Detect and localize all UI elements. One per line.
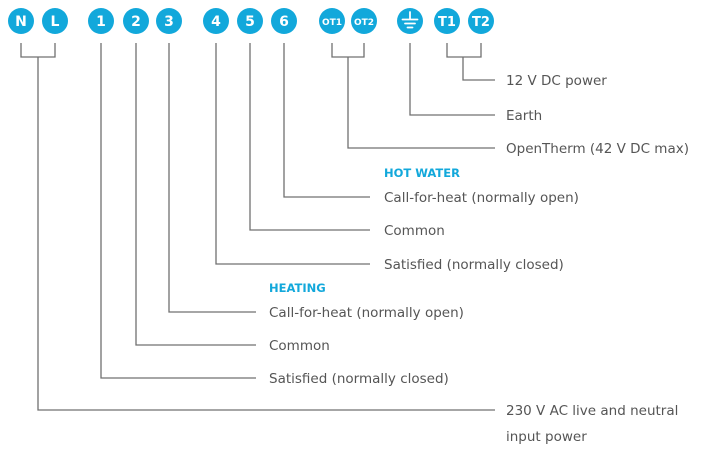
connector-hotwater-satisfied bbox=[215, 43, 370, 265]
terminal-t1: T1 bbox=[434, 8, 460, 34]
terminal-1-label: 1 bbox=[96, 14, 106, 30]
terminal-l-label: L bbox=[51, 14, 60, 30]
terminal-3: 3 bbox=[156, 8, 182, 34]
terminal-2-label: 2 bbox=[131, 14, 141, 30]
heading-heating: HEATING bbox=[269, 281, 326, 295]
connector-dc-power bbox=[446, 43, 495, 81]
terminal-t2: T2 bbox=[468, 8, 494, 34]
terminal-6-label: 6 bbox=[279, 14, 289, 30]
terminal-t2-label: T2 bbox=[472, 15, 490, 30]
connector-earth bbox=[409, 43, 495, 116]
connector-ac-power bbox=[20, 43, 495, 411]
label-ac-power-line2: input power bbox=[506, 429, 587, 445]
label-heating-call: Call-for-heat (normally open) bbox=[269, 305, 464, 321]
connector-opentherm bbox=[331, 43, 495, 149]
terminal-5: 5 bbox=[237, 8, 263, 34]
terminal-earth bbox=[397, 8, 423, 34]
terminal-5-label: 5 bbox=[245, 14, 255, 30]
terminal-4: 4 bbox=[203, 8, 229, 34]
terminal-ot2: OT2 bbox=[351, 8, 377, 34]
terminal-l: L bbox=[42, 8, 68, 34]
label-dc-power: 12 V DC power bbox=[506, 73, 607, 89]
label-heating-satisfied: Satisfied (normally closed) bbox=[269, 371, 449, 387]
terminal-2: 2 bbox=[123, 8, 149, 34]
connector-heating-common bbox=[135, 43, 256, 346]
label-hotwater-common: Common bbox=[384, 223, 445, 239]
terminal-6: 6 bbox=[271, 8, 297, 34]
terminal-4-label: 4 bbox=[211, 14, 221, 30]
terminal-ot1-label: OT1 bbox=[322, 18, 342, 28]
terminal-t1-label: T1 bbox=[438, 15, 456, 30]
earth-icon bbox=[401, 11, 419, 29]
heading-hot-water: HOT WATER bbox=[384, 166, 460, 180]
terminal-n-label: N bbox=[15, 14, 27, 30]
terminal-ot2-label: OT2 bbox=[354, 18, 374, 28]
label-hotwater-satisfied: Satisfied (normally closed) bbox=[384, 257, 564, 273]
terminal-3-label: 3 bbox=[164, 14, 174, 30]
connector-hotwater-common bbox=[249, 43, 370, 231]
label-heating-common: Common bbox=[269, 338, 330, 354]
terminal-ot1: OT1 bbox=[319, 8, 345, 34]
terminal-n: N bbox=[8, 8, 34, 34]
label-earth: Earth bbox=[506, 108, 542, 124]
connector-heating-call bbox=[168, 43, 256, 313]
label-opentherm: OpenTherm (42 V DC max) bbox=[506, 141, 689, 157]
connector-heating-satisfied bbox=[100, 43, 256, 379]
connector-hotwater-call bbox=[283, 43, 370, 198]
label-hotwater-call: Call-for-heat (normally open) bbox=[384, 190, 579, 206]
terminal-1: 1 bbox=[88, 8, 114, 34]
label-ac-power-line1: 230 V AC live and neutral bbox=[506, 403, 678, 419]
